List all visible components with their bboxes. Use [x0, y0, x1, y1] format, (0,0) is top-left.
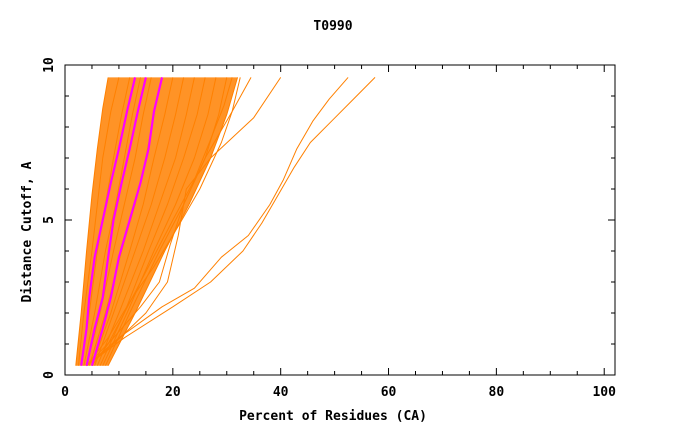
series-line-model-d — [86, 77, 152, 366]
y-tick-label: 0 — [42, 371, 57, 379]
x-tick-label: 40 — [273, 385, 289, 400]
series-line-model-left-edge — [75, 77, 109, 366]
x-tick-label: 80 — [489, 385, 505, 400]
series-line-model-p — [86, 77, 376, 367]
series-line-model-q — [91, 77, 233, 366]
x-tick-label: 20 — [165, 385, 181, 400]
series-line-target-best-3 — [90, 77, 164, 367]
series-line-model-f — [91, 77, 174, 366]
series-line-target-best-2 — [85, 77, 147, 366]
x-axis-title: Percent of Residues (CA) — [239, 409, 427, 424]
x-tick-label: 100 — [592, 385, 616, 400]
chart-title: T0990 — [313, 19, 352, 34]
series-line-model-o — [86, 77, 349, 367]
series-line-model-g — [94, 77, 185, 366]
series-line-model-j — [102, 77, 217, 366]
series-line-target-best-1 — [80, 77, 137, 366]
model-bundle-band — [75, 77, 238, 366]
x-tick-label: 60 — [381, 385, 397, 400]
series-line-model-h — [96, 77, 195, 366]
y-axis-title: Distance Cutoff, A — [20, 161, 35, 302]
y-tick-label: 10 — [42, 57, 57, 73]
y-tick-label: 5 — [42, 216, 57, 224]
series-line-model-l — [86, 77, 241, 367]
plot-lines — [75, 77, 376, 367]
series-line-model-m — [86, 77, 252, 367]
x-tick-label: 0 — [61, 385, 69, 400]
axis-tick-labels: 0 20 40 60 80 100 0 5 10 — [42, 57, 616, 400]
series-line-model-a — [77, 77, 120, 366]
series-line-model-c — [83, 77, 141, 366]
axis-ticks — [64, 64, 615, 376]
